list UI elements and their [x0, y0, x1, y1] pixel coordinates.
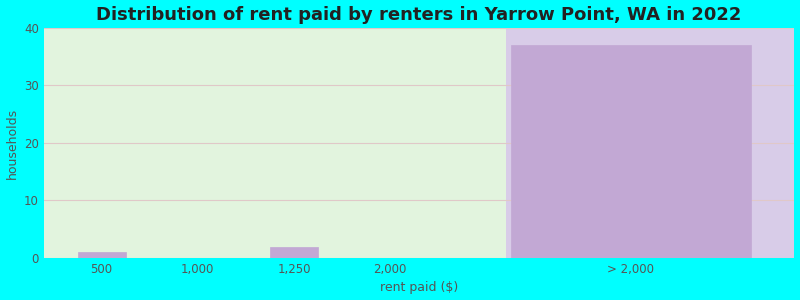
- Bar: [510, 45, 751, 258]
- X-axis label: rent paid ($): rent paid ($): [380, 281, 458, 294]
- Bar: [44, 28, 506, 258]
- Bar: [506, 28, 794, 258]
- Bar: [270, 247, 318, 258]
- Bar: [78, 252, 126, 258]
- Title: Distribution of rent paid by renters in Yarrow Point, WA in 2022: Distribution of rent paid by renters in …: [97, 6, 742, 24]
- Y-axis label: households: households: [6, 107, 18, 178]
